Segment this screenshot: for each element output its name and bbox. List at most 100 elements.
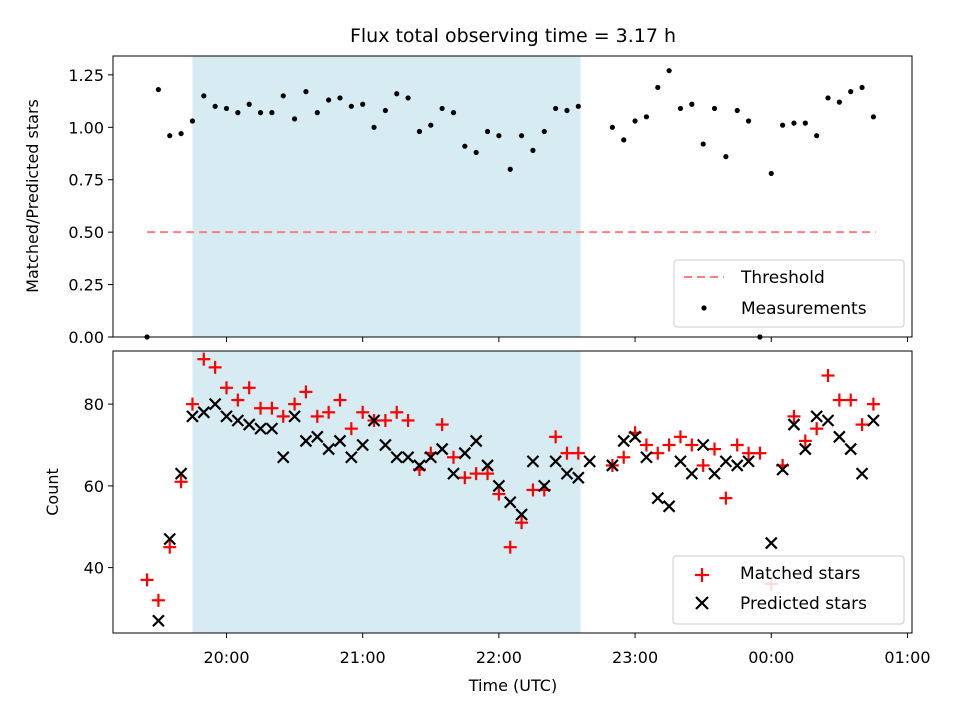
measurement-point (541, 128, 547, 135)
measurement-point (848, 89, 854, 95)
measurement-point (348, 103, 354, 109)
measurement-point (711, 105, 718, 112)
measurement-point (416, 128, 423, 135)
predicted-star-point (651, 491, 665, 505)
matched-star-point (446, 450, 460, 464)
matched-star-point (696, 458, 710, 472)
matched-star-point (469, 467, 483, 481)
matched-star-point (844, 393, 858, 407)
predicted-star-point (515, 508, 528, 521)
predicted-star-point (606, 459, 619, 472)
predicted-star-point (345, 450, 358, 464)
measurement-point (609, 124, 615, 130)
legend-predicted-swatch (695, 596, 709, 610)
x-tick-label: 20:00 (203, 648, 249, 667)
measurement-point (212, 103, 218, 109)
predicted-star-point (696, 438, 710, 452)
top-shaded-region (192, 56, 581, 337)
matched-star-point (810, 422, 824, 436)
measurement-point (439, 105, 445, 112)
bottom-shaded-region (192, 351, 581, 633)
matched-star-point (344, 422, 358, 436)
matched-star-point (730, 438, 744, 452)
legend-matched-label: Matched stars (740, 564, 860, 584)
predicted-star-point (435, 442, 449, 456)
predicted-star-point (708, 467, 721, 480)
predicted-star-point (764, 536, 778, 550)
predicted-star-point (231, 414, 245, 427)
predicted-star-point (799, 442, 812, 456)
predicted-star-point (333, 434, 347, 448)
measurement-point (689, 101, 695, 107)
matched-star-point (265, 401, 279, 415)
x-tick-label: 00:00 (748, 648, 794, 667)
matched-stars-series (140, 352, 880, 607)
predicted-star-point (844, 442, 857, 456)
predicted-star-point (469, 434, 483, 448)
x-tick-label: 01:00 (884, 648, 930, 667)
matched-star-point (242, 381, 256, 395)
bottom-y-tick-label: 60 (84, 477, 104, 496)
top-axes-frame (112, 55, 913, 338)
matched-star-point (503, 540, 517, 554)
predicted-star-point (503, 495, 517, 509)
matched-star-point (798, 434, 812, 448)
predicted-star-point (572, 471, 585, 484)
predicted-star-point (583, 455, 596, 468)
predicted-star-point (810, 410, 823, 423)
predicted-star-point (390, 450, 404, 464)
top-legend: Threshold Measurements (673, 259, 905, 328)
top-y-ticks: 0.00 0.25 0.50 0.75 1.00 1.25 (68, 66, 113, 347)
predicted-star-point (299, 434, 313, 448)
predicted-star-point (662, 500, 676, 513)
matched-star-point (197, 352, 211, 366)
measurement-point (257, 110, 264, 116)
measurement-point (178, 130, 184, 137)
matched-star-point (617, 450, 631, 464)
matched-star-point (481, 467, 495, 481)
predicted-star-point (538, 479, 551, 493)
measurement-point (825, 95, 831, 101)
bottom-axes-frame (112, 350, 913, 634)
measurement-point (802, 120, 808, 126)
measurement-point (246, 101, 252, 107)
measurement-point (677, 105, 684, 112)
measurement-point (155, 86, 161, 93)
bottom-x-ticks: 20:00 21:00 22:00 23:00 00:00 01:00 (203, 633, 931, 667)
predicted-star-point (197, 406, 211, 419)
matched-star-point (288, 397, 302, 411)
measurements-series (144, 68, 877, 340)
matched-star-point (435, 418, 449, 432)
matched-star-point (515, 516, 529, 530)
measurement-point (768, 170, 774, 177)
predicted-star-point (186, 410, 199, 423)
measurement-point (235, 110, 241, 116)
predicted-star-point (322, 442, 335, 456)
measurement-point (836, 99, 842, 105)
bottom-legend-box (672, 555, 905, 625)
matched-star-point (832, 393, 846, 407)
predicted-star-point (367, 414, 381, 427)
matched-star-point (866, 397, 880, 411)
top-y-tick-label: 0.25 (68, 276, 104, 295)
measurement-point (507, 166, 513, 172)
predicted-star-point (526, 455, 540, 468)
matched-star-point (492, 487, 506, 501)
predicted-star-point (379, 438, 392, 452)
predicted-star-point (719, 455, 733, 468)
measurement-point (405, 95, 411, 101)
measurement-point (666, 68, 672, 74)
x-tick-label: 21:00 (340, 648, 386, 667)
x-tick-label: 23:00 (612, 648, 658, 667)
legend-threshold-label: Threshold (740, 268, 825, 288)
matched-star-point (163, 540, 177, 554)
measurement-point (575, 103, 581, 109)
matched-star-point (821, 369, 835, 383)
predicted-star-point (833, 430, 846, 444)
predicted-star-point (549, 455, 562, 468)
predicted-star-point (458, 446, 472, 460)
measurement-point (734, 107, 740, 114)
measurement-point (462, 143, 468, 149)
matched-star-point (719, 491, 733, 505)
